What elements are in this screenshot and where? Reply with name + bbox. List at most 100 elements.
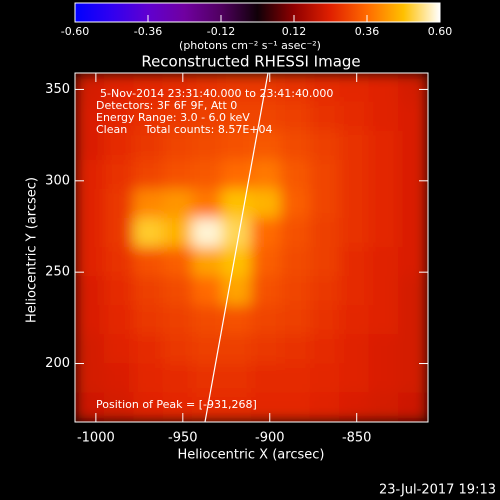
colorbar-tick-label: -0.60 — [61, 25, 89, 38]
heatmap-cell — [398, 188, 428, 219]
heatmap-cell — [251, 392, 282, 422]
heatmap-cell — [75, 276, 105, 307]
y-tick-label: 350 — [45, 82, 70, 97]
colorbar — [74, 2, 441, 23]
heatmap-cell — [75, 363, 105, 394]
heatmap-cell — [280, 247, 311, 278]
heatmap-cell — [309, 392, 341, 422]
heatmap-cell — [309, 247, 341, 278]
heatmap-cell — [103, 188, 135, 219]
y-tick-label: 250 — [45, 265, 70, 280]
heatmap-cell — [221, 305, 252, 336]
x-tick-label: -1000 — [77, 431, 115, 446]
heatmap-cell — [221, 188, 252, 219]
heatmap-cell — [133, 305, 164, 336]
heatmap-cell — [251, 130, 282, 161]
heatmap-cell — [192, 130, 223, 161]
heatmap-cell — [133, 159, 164, 190]
heatmap-cell — [192, 363, 223, 394]
heatmap-cell — [339, 247, 370, 278]
heatmap-cell — [368, 101, 400, 132]
heatmap-cell — [162, 188, 194, 219]
heatmap-cell — [162, 276, 194, 307]
heatmap-cell — [339, 217, 370, 248]
heatmap-cell — [280, 188, 311, 219]
heatmap-cell — [309, 101, 341, 132]
heatmap-cell — [398, 217, 428, 248]
heatmap-cell — [398, 392, 428, 422]
heatmap-cell — [192, 247, 223, 278]
heatmap-cell — [280, 73, 311, 103]
heatmap-cell — [103, 334, 135, 365]
heatmap-cell — [339, 305, 370, 336]
colorbar-tick-label: 0.36 — [355, 25, 380, 38]
heatmap-cell — [251, 159, 282, 190]
annotation: Energy Range: 3.0 - 6.0 keV — [96, 111, 250, 124]
heatmap-cell — [309, 73, 341, 103]
heatmap-cell — [103, 363, 135, 394]
heatmap-cell — [103, 159, 135, 190]
heatmap-cell — [75, 334, 105, 365]
heatmap-cell — [339, 392, 370, 422]
heatmap-cell — [251, 334, 282, 365]
heatmap-cell — [75, 101, 105, 132]
y-axis-label: Heliocentric Y (arcsec) — [25, 177, 40, 323]
heatmap-cell — [103, 247, 135, 278]
heatmap-cell — [368, 392, 400, 422]
heatmap-cell — [339, 276, 370, 307]
heatmap-cell — [398, 130, 428, 161]
heatmap-cell — [133, 334, 164, 365]
heatmap-cell — [368, 188, 400, 219]
heatmap-cell — [251, 73, 282, 103]
heatmap-cell — [280, 392, 311, 422]
heatmap-cell — [75, 392, 105, 422]
heatmap-cell — [309, 276, 341, 307]
heatmap-cell — [368, 217, 400, 248]
heatmap-cell — [221, 73, 252, 103]
heatmap-cell — [192, 276, 223, 307]
heatmap-cell — [280, 159, 311, 190]
heatmap-cell — [133, 73, 164, 103]
annotation: 5-Nov-2014 23:31:40.000 to 23:41:40.000 — [100, 87, 333, 100]
heatmap-cell — [103, 276, 135, 307]
x-tick-label: -900 — [255, 431, 285, 446]
x-axis-label: Heliocentric X (arcsec) — [178, 448, 325, 463]
footer-date: 23-Jul-2017 19:13 — [379, 483, 496, 498]
heatmap-cell — [221, 130, 252, 161]
heatmap-cell — [280, 101, 311, 132]
heatmap-cell — [133, 392, 164, 422]
heatmap-cell — [103, 392, 135, 422]
heatmap-cell — [251, 217, 282, 248]
heatmap-cell — [162, 392, 194, 422]
heatmap-cell — [368, 305, 400, 336]
heatmap-cell — [133, 276, 164, 307]
heatmap-cell — [368, 363, 400, 394]
heatmap-cell — [103, 217, 135, 248]
heatmap-cell — [368, 159, 400, 190]
heatmap-cell — [75, 217, 105, 248]
heatmap-cell — [192, 159, 223, 190]
heatmap-cell — [339, 159, 370, 190]
heatmap-cell — [192, 334, 223, 365]
heatmap-cell — [103, 305, 135, 336]
heatmap-cell — [192, 305, 223, 336]
heatmap-cell — [75, 305, 105, 336]
heatmap-cell — [368, 73, 400, 103]
heatmap-cell — [251, 363, 282, 394]
heatmap-cell — [192, 188, 223, 219]
y-tick-label: 200 — [45, 356, 70, 371]
heatmap-cell — [133, 247, 164, 278]
heatmap-cell — [162, 363, 194, 394]
heatmap-cell — [309, 305, 341, 336]
heatmap-cell — [309, 130, 341, 161]
heatmap-cell — [221, 392, 252, 422]
heatmap-cell — [368, 130, 400, 161]
heatmap-cell — [75, 159, 105, 190]
heatmap-cell — [280, 334, 311, 365]
heatmap-cell — [339, 334, 370, 365]
heatmap-cell — [398, 159, 428, 190]
heatmap-cell — [339, 73, 370, 103]
y-tick-label: 300 — [45, 173, 70, 188]
heatmap-cell — [398, 363, 428, 394]
